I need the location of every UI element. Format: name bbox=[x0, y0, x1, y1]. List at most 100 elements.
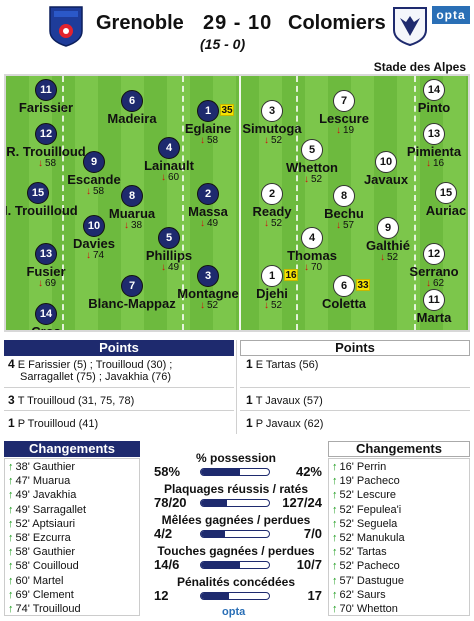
arrow-up-icon: ↑ bbox=[8, 517, 14, 530]
arrow-up-icon: ↑ bbox=[332, 560, 338, 573]
halftime-score: (15 - 0) bbox=[200, 36, 246, 52]
sub-off-minute: ↓ 69 bbox=[38, 278, 57, 289]
pitch-line bbox=[296, 76, 298, 330]
change-item: ↑ 19' Pacheco bbox=[332, 475, 400, 488]
sub-off-minute: ↓ 52 bbox=[264, 135, 283, 146]
player-name: Davies bbox=[73, 236, 115, 251]
home-points-row-cont: Sarragallet (75) ; Javakhia (76) bbox=[20, 371, 172, 383]
sub-off-minute: ↓ 57 bbox=[336, 220, 355, 231]
stat-bar-fill bbox=[201, 562, 241, 568]
stat-home-value: 78/20 bbox=[154, 495, 187, 510]
change-item: ↑ 58' Gauthier bbox=[8, 546, 76, 559]
pitch: 11 Farissier 12 R. Trouilloud ↓ 58 15 H. Trouil… bbox=[4, 74, 470, 332]
change-item: ↑ 52' Fepulea'i bbox=[332, 503, 402, 516]
arrow-up-icon: ↑ bbox=[332, 574, 338, 587]
yellow-card-icon: 16 bbox=[284, 269, 298, 281]
player-name: Cros bbox=[31, 324, 61, 332]
stat-home-value: 4/2 bbox=[154, 526, 173, 541]
player-name: Escande bbox=[67, 172, 121, 187]
player-number: 8 bbox=[333, 185, 355, 207]
player-number: 9 bbox=[377, 217, 399, 239]
arrow-down-icon: ↓ bbox=[124, 220, 129, 231]
player-number: 15 bbox=[27, 182, 49, 204]
arrow-up-icon: ↑ bbox=[8, 574, 14, 587]
player-number: 10 bbox=[83, 215, 105, 237]
player-number: 4 bbox=[158, 137, 180, 159]
stat-home-value: 12 bbox=[154, 588, 169, 603]
change-item: ↑ 52' Pacheco bbox=[332, 560, 400, 573]
pitch-line bbox=[182, 76, 184, 330]
player-name: Muarua bbox=[108, 206, 156, 221]
points-header-away: Points bbox=[240, 340, 470, 356]
change-item: ↑ 74' Trouilloud bbox=[8, 603, 81, 615]
change-item: ↑ 52' Manukula bbox=[332, 532, 405, 544]
change-item: ↑ 49' Javakhia bbox=[8, 489, 77, 502]
stat-home-value: 14/6 bbox=[154, 557, 180, 572]
arrow-up-icon: ↑ bbox=[332, 532, 338, 544]
player-number: 13 bbox=[423, 123, 445, 145]
arrow-down-icon: ↓ bbox=[38, 278, 43, 289]
away-changes-list: ↑ 16' Perrin ↑ 19' Pacheco ↑ 52' Lescure ↑ 52' … bbox=[328, 458, 470, 616]
stat-bar bbox=[200, 468, 270, 476]
points-divider bbox=[236, 340, 237, 434]
player-name: Ready bbox=[252, 204, 292, 219]
player-number: 3 bbox=[261, 100, 283, 122]
yellow-card-icon: 33 bbox=[356, 279, 370, 291]
player-number: 11 bbox=[423, 289, 445, 311]
change-item: ↑ 70' Whetton bbox=[332, 603, 398, 615]
arrow-down-icon: ↓ bbox=[380, 252, 385, 263]
player-name: Madeira bbox=[107, 111, 157, 126]
player-name: Thomas bbox=[287, 248, 337, 263]
arrow-up-icon: ↑ bbox=[332, 475, 338, 488]
stat-label: Plaquages réussis / ratés bbox=[163, 482, 309, 496]
player-name: Pinto bbox=[417, 100, 451, 115]
arrow-up-icon: ↑ bbox=[332, 588, 338, 601]
player-name: Serrano bbox=[409, 264, 459, 279]
stat-bar-fill bbox=[201, 593, 229, 599]
change-item: ↑ 57' Dastugue bbox=[332, 574, 404, 587]
sub-off-minute: ↓ 16 bbox=[426, 158, 445, 169]
player-number: 14 bbox=[35, 303, 57, 325]
player-number: 4 bbox=[301, 227, 323, 249]
arrow-up-icon: ↑ bbox=[332, 603, 338, 615]
match-header: Grenoble 29 - 10 Colomiers (15 - 0) opta… bbox=[0, 0, 474, 74]
player-number: 1 bbox=[197, 100, 219, 122]
player-name: H. Trouilloud bbox=[4, 203, 78, 218]
sub-off-minute: ↓ 38 bbox=[124, 220, 143, 231]
player-number: 8 bbox=[121, 185, 143, 207]
player-number: 7 bbox=[121, 275, 143, 297]
player-name: Javaux bbox=[363, 172, 409, 187]
change-item: ↑ 58' Ezcurra bbox=[8, 532, 71, 544]
sub-off-minute: ↓ 70 bbox=[304, 262, 323, 273]
change-item: ↑ 58' Couilloud bbox=[8, 560, 79, 573]
change-item: ↑ 38' Gauthier bbox=[8, 461, 76, 473]
change-item: ↑ 62' Saurs bbox=[332, 588, 386, 601]
stat-away-value: 127/24 bbox=[282, 495, 322, 510]
arrow-up-icon: ↑ bbox=[8, 461, 14, 473]
arrow-up-icon: ↑ bbox=[8, 503, 14, 516]
arrow-up-icon: ↑ bbox=[8, 560, 14, 573]
home-team-name: Grenoble bbox=[96, 12, 184, 34]
player-name: Lescure bbox=[319, 111, 369, 126]
stat-label: % possession bbox=[195, 451, 277, 465]
player-number: 7 bbox=[333, 90, 355, 112]
sub-off-minute: ↓ 60 bbox=[161, 172, 180, 183]
change-item: ↑ 52' Aptsiauri bbox=[8, 517, 76, 530]
player-name: Bechu bbox=[324, 206, 364, 221]
player-name: Phillips bbox=[145, 248, 193, 263]
arrow-down-icon: ↓ bbox=[264, 300, 269, 311]
arrow-up-icon: ↑ bbox=[8, 588, 14, 601]
player-number: 2 bbox=[197, 183, 219, 205]
arrow-down-icon: ↓ bbox=[426, 278, 431, 289]
arrow-up-icon: ↑ bbox=[8, 546, 14, 559]
changes-header-home: Changements bbox=[4, 441, 140, 457]
sub-off-minute: ↓ 58 bbox=[86, 186, 105, 197]
stat-bar bbox=[200, 499, 270, 507]
stat-home-value: 58% bbox=[154, 464, 181, 479]
sub-off-minute: ↓ 52 bbox=[200, 300, 219, 311]
arrow-up-icon: ↑ bbox=[8, 532, 14, 544]
player-name: Blanc-Mappaz bbox=[88, 296, 176, 311]
final-score: 29 - 10 bbox=[203, 12, 273, 34]
